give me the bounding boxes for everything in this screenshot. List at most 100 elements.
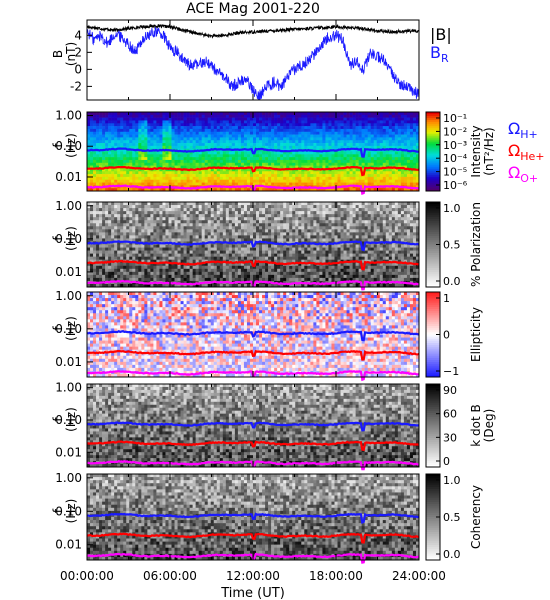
heatmap-cell — [234, 131, 239, 135]
heatmap-cell — [237, 143, 242, 147]
heatmap-cell — [198, 217, 202, 221]
heatmap-cell — [156, 151, 160, 155]
heatmap-cell — [102, 154, 106, 158]
heatmap-cell — [192, 182, 196, 186]
heatmap-cell — [289, 128, 293, 133]
heatmap-cell — [132, 283, 136, 288]
colorbar-label: 10⁻⁴ — [443, 152, 468, 165]
heatmap-cell — [271, 208, 275, 212]
heatmap-cell — [180, 259, 184, 264]
heatmap-cell — [150, 154, 154, 158]
heatmap-cell — [171, 244, 175, 248]
heatmap-cell — [349, 114, 353, 118]
heatmap-cell — [340, 145, 344, 149]
heatmap-cell — [328, 145, 332, 149]
heatmap-cell — [141, 220, 145, 224]
heatmap-cell — [352, 171, 356, 175]
heatmap-cell — [253, 265, 257, 270]
heatmap-cell — [280, 143, 284, 147]
heatmap-cell — [177, 229, 181, 233]
heatmap-cell — [231, 114, 236, 118]
heatmap-cell — [265, 247, 269, 251]
heatmap-cell — [195, 159, 199, 164]
heatmap-cell — [256, 176, 260, 181]
heatmap-cell — [177, 256, 181, 260]
heatmap-cell — [135, 256, 139, 260]
heatmap-cell — [201, 217, 206, 221]
heatmap-cell — [186, 176, 190, 181]
heatmap-cell — [280, 126, 284, 130]
heatmap-cell — [192, 114, 196, 118]
heatmap-cell — [265, 179, 269, 183]
heatmap-cell — [138, 114, 142, 118]
heatmap-cell — [135, 244, 139, 248]
heatmap-cell — [325, 143, 329, 147]
heatmap-cell — [246, 120, 251, 124]
heatmap-cell — [195, 165, 199, 169]
heatmap-cell — [385, 137, 390, 141]
heatmap-cell — [177, 126, 181, 130]
heatmap-cell — [96, 174, 100, 178]
heatmap-cell — [213, 134, 218, 138]
heatmap-cell — [301, 145, 305, 149]
heatmap-cell — [364, 154, 368, 158]
heatmap-cell — [207, 120, 212, 124]
heatmap-cell — [307, 174, 311, 178]
heatmap-cell — [262, 179, 266, 183]
heatmap-cell — [207, 174, 212, 178]
heatmap-cell — [99, 179, 103, 183]
heatmap-cell — [99, 117, 103, 121]
heatmap-cell — [262, 182, 266, 186]
heatmap-cell — [265, 268, 269, 273]
heatmap-cell — [198, 202, 202, 206]
heatmap-cell — [87, 253, 91, 257]
heatmap-cell — [216, 134, 221, 138]
heatmap-cell — [268, 176, 272, 181]
heatmap-cell — [367, 126, 372, 130]
heatmap-cell — [126, 131, 130, 135]
heatmap-cell — [409, 182, 414, 186]
heatmap-cell — [415, 114, 420, 118]
heatmap-cell — [147, 247, 151, 251]
heatmap-cell — [256, 226, 260, 230]
heatmap-cell — [316, 126, 320, 130]
heatmap-cell — [265, 232, 269, 236]
heatmap-cell — [385, 154, 390, 158]
heatmap-cell — [292, 128, 296, 133]
colorbar-label: 10⁻³ — [443, 139, 467, 152]
heatmap-cell — [96, 238, 100, 242]
heatmap-cell — [120, 168, 124, 172]
heatmap-cell — [289, 131, 293, 135]
heatmap-cell — [90, 154, 94, 158]
heatmap-cell — [93, 159, 97, 164]
heatmap-cell — [361, 168, 365, 172]
heatmap-cell — [108, 283, 112, 288]
heatmap-cell — [337, 154, 341, 158]
heatmap-cell — [340, 143, 344, 147]
heatmap-cell — [307, 123, 311, 127]
heatmap-cell — [231, 202, 236, 206]
heatmap-cell — [162, 214, 166, 218]
heatmap-cell — [382, 159, 387, 164]
heatmap-cell — [117, 114, 121, 118]
heatmap-cell — [259, 274, 263, 279]
heatmap-cell — [207, 168, 212, 172]
heatmap-cell — [249, 211, 254, 215]
heatmap-cell — [90, 202, 94, 206]
heatmap-cell — [277, 114, 281, 118]
heatmap-cell — [138, 268, 142, 273]
heatmap-cell — [262, 277, 266, 282]
heatmap-cell — [96, 131, 100, 135]
heatmap-cell — [234, 247, 239, 251]
heatmap-cell — [120, 250, 124, 254]
heatmap-cell — [274, 256, 278, 260]
heatmap-cell — [283, 179, 287, 183]
heatmap-cell — [406, 176, 411, 181]
heatmap-cell — [228, 205, 233, 209]
heatmap-cell — [394, 137, 399, 141]
heatmap-cell — [183, 235, 187, 239]
heatmap-cell — [213, 117, 218, 121]
heatmap-cell — [141, 126, 145, 130]
heatmap-cell — [292, 165, 296, 169]
heatmap-cell — [340, 171, 344, 175]
